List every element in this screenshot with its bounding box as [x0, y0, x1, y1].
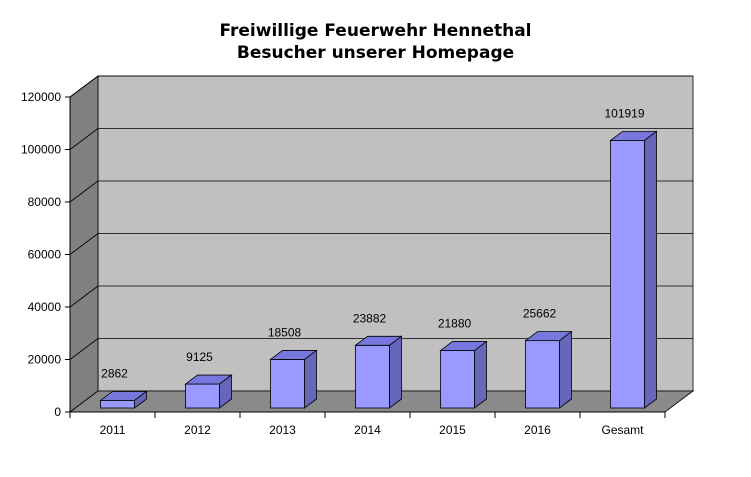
x-tick-label: 2016: [524, 423, 551, 437]
x-tick-label: 2015: [439, 423, 466, 437]
y-tick-label: 100000: [21, 143, 61, 157]
bar-side: [559, 330, 572, 409]
data-label: 23882: [353, 311, 387, 325]
gridline-side: [69, 285, 99, 308]
data-label: 2862: [101, 366, 128, 380]
chart-subtitle: Besucher unserer Homepage: [236, 43, 515, 63]
bar-front: [525, 340, 560, 409]
y-tick-label: 0: [54, 405, 61, 419]
data-label: 18508: [268, 325, 302, 339]
bar-side: [134, 390, 147, 409]
y-tick-label: 60000: [28, 248, 62, 262]
gridline-side: [69, 180, 99, 203]
bar-front: [440, 350, 475, 409]
bar-side: [389, 335, 402, 409]
x-tick-label: 2012: [184, 423, 211, 437]
x-tick-label: 2011: [100, 423, 126, 437]
y-tick-label: 40000: [28, 300, 62, 314]
chart-title: Freiwillige Feuerwehr Hennethal: [219, 21, 532, 41]
data-label: 25662: [523, 307, 557, 321]
data-label: 9125: [186, 350, 213, 364]
bar-side: [219, 374, 232, 409]
gridline-side: [69, 338, 99, 360]
y-tick-label: 20000: [28, 353, 62, 367]
x-tick-label: Gesamt: [601, 423, 644, 437]
bar-front: [100, 400, 135, 409]
y-tick-label: 120000: [21, 90, 61, 104]
bar-front: [270, 359, 305, 409]
bar-front: [355, 344, 390, 409]
x-tick-label: 2014: [354, 423, 381, 437]
bar-side: [304, 349, 317, 409]
bar-front: [185, 383, 220, 409]
data-label: 21880: [438, 317, 472, 331]
data-label: 101919: [604, 106, 644, 120]
gridline-side: [69, 233, 99, 255]
gridline-side: [69, 75, 99, 98]
y-tick-label: 80000: [28, 195, 62, 209]
x-tick-label: 2013: [269, 423, 296, 437]
bar-side: [644, 130, 657, 409]
gridline-side: [69, 128, 99, 150]
bar-front: [610, 140, 645, 409]
bar-side: [474, 340, 487, 409]
